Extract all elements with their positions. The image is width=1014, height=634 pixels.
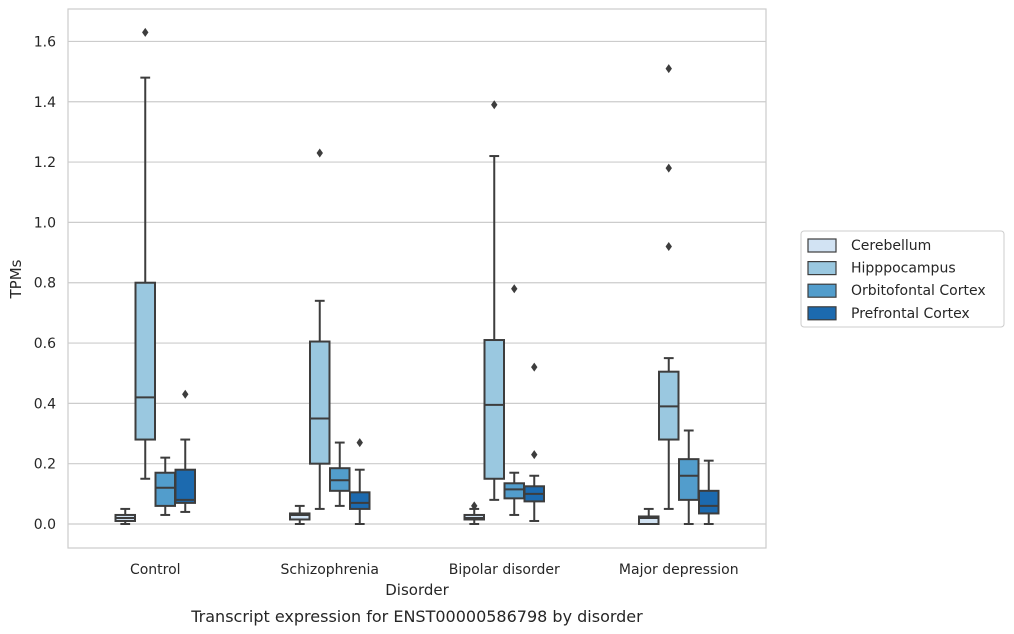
outlier-point <box>531 450 538 460</box>
box-iqr <box>154 471 176 507</box>
legend-label-cerebellum: Cerebellum <box>851 238 931 254</box>
legend: Cerebellum Hipppocampus Orbitofontal Corte… <box>800 230 1005 328</box>
outlier-point <box>142 27 149 37</box>
x-tick-label: Major depression <box>619 562 739 578</box>
y-tick-label: 1.4 <box>34 95 56 111</box>
box-iqr <box>638 515 660 526</box>
box-iqr <box>174 468 196 504</box>
legend-swatch-cerebellum <box>807 238 837 253</box>
chart-caption: Transcript expression for ENST0000058679… <box>190 607 643 626</box>
x-tick-label: Schizophrenia <box>281 562 379 578</box>
y-tick-label: 0.6 <box>34 336 56 352</box>
y-tick-label: 1.6 <box>34 34 56 50</box>
y-gridlines <box>68 40 766 525</box>
legend-swatch-hipppocampus <box>807 261 837 276</box>
outlier-point <box>531 362 538 372</box>
box-iqr <box>289 512 311 521</box>
box-orbitofontal-cortex-control <box>154 456 176 516</box>
box-iqr <box>349 491 371 510</box>
plot-area-frame <box>67 8 767 549</box>
legend-label-prefrontal-cortex: Prefrontal Cortex <box>851 306 970 322</box>
outlier-point <box>491 100 498 110</box>
outlier-point <box>665 242 672 252</box>
x-tick-label: Control <box>130 562 181 578</box>
box-hipppocampus-schizophrenia <box>309 148 331 510</box>
legend-swatch-prefrontal-cortex <box>807 306 837 321</box>
box-cerebellum-schizophrenia <box>289 504 311 525</box>
box-iqr <box>678 458 700 501</box>
outlier-point <box>665 163 672 173</box>
box-cerebellum-major-depression <box>638 507 660 526</box>
box-iqr <box>483 339 505 480</box>
box-hipppocampus-major-depression <box>658 64 680 510</box>
outlier-point <box>471 501 478 511</box>
box-iqr <box>309 340 331 465</box>
outlier-point <box>511 284 518 294</box>
legend-frame <box>800 230 1005 328</box>
box-iqr <box>134 281 156 441</box>
box-orbitofontal-cortex-major-depression <box>678 429 700 525</box>
y-tick-label: 1.2 <box>34 155 56 171</box>
y-tick-label: 1.0 <box>34 215 56 231</box>
box-orbitofontal-cortex-schizophrenia <box>329 441 351 507</box>
boxes <box>114 27 720 526</box>
y-tick-label: 0.2 <box>34 457 56 473</box>
box-prefrontal-cortex-schizophrenia <box>349 438 371 525</box>
y-tick-label: 0.0 <box>34 517 56 533</box>
y-tick-label: 0.4 <box>34 396 56 412</box>
box-cerebellum-control <box>114 507 136 525</box>
y-axis-title: TPMs <box>7 259 25 299</box>
box-hipppocampus-control <box>134 27 156 480</box>
outlier-point <box>665 64 672 74</box>
legend-swatch-orbitofontal-cortex <box>807 283 837 298</box>
outlier-point <box>356 438 363 448</box>
outlier-point <box>182 389 189 399</box>
legend-label-hipppocampus: Hipppocampus <box>851 261 956 277</box>
box-prefrontal-cortex-bipolar-disorder <box>523 362 545 522</box>
x-tick-label: Bipolar disorder <box>449 562 560 578</box>
legend-label-orbitofontal-cortex: Orbitofontal Cortex <box>851 283 986 299</box>
box-orbitofontal-cortex-bipolar-disorder <box>503 284 525 516</box>
box-prefrontal-cortex-major-depression <box>698 459 720 525</box>
box-cerebellum-bipolar-disorder <box>463 501 485 525</box>
box-hipppocampus-bipolar-disorder <box>483 100 505 501</box>
box-iqr <box>698 489 720 515</box>
box-iqr <box>503 482 525 500</box>
box-prefrontal-cortex-control <box>174 389 196 513</box>
outlier-point <box>316 148 323 158</box>
x-axis-title: Disorder <box>385 581 449 599</box>
y-tick-labels: 0.0 0.2 0.4 0.6 0.8 1.0 1.2 1.4 1.6 <box>34 34 56 533</box>
y-tick-label: 0.8 <box>34 276 56 292</box>
x-tick-labels: Control Schizophrenia Bipolar disorder Majo… <box>130 562 739 578</box>
